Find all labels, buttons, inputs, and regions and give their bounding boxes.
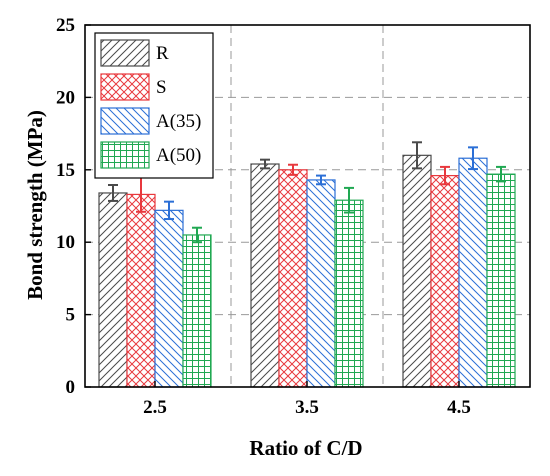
- bar-A(35)-3.5: [306, 179, 336, 388]
- error-bar-A(35)-4.5: [468, 146, 478, 171]
- x-axis-label: Ratio of C/D: [249, 436, 362, 460]
- bar-A(50)-2.5: [182, 234, 212, 388]
- bar-S-2.5: [126, 193, 156, 388]
- axes: 0 5 10 15 20 25 2.5 3.5 4.5: [56, 15, 531, 418]
- bar-R-2.5: [98, 192, 128, 388]
- error-bar-A(50)-3.5: [344, 186, 354, 214]
- error-bar-A(35)-3.5: [316, 174, 326, 186]
- error-bar-S-4.5: [440, 165, 450, 186]
- legend-swatch-S: [100, 73, 150, 101]
- y-tick-label: 20: [56, 87, 75, 108]
- y-tick-label: 25: [56, 15, 75, 36]
- bar-R-3.5: [250, 163, 280, 388]
- error-bar-R-3.5: [260, 158, 270, 170]
- y-tick-label: 0: [66, 377, 76, 398]
- legend-label-S: S: [156, 77, 167, 98]
- error-bar-A(35)-2.5: [164, 200, 174, 221]
- y-tick-label: 10: [56, 232, 75, 253]
- legend-swatch-R: [100, 39, 150, 67]
- legend-label-A(35): A(35): [156, 111, 201, 132]
- error-bar-A(50)-4.5: [496, 165, 506, 183]
- error-bar-R-2.5: [108, 184, 118, 202]
- legend-swatch-A(50): [100, 141, 150, 169]
- error-bar-S-3.5: [288, 163, 298, 176]
- y-tick-label: 15: [56, 160, 75, 181]
- bar-R-4.5: [402, 154, 432, 388]
- error-bar-R-4.5: [412, 141, 422, 170]
- bar-S-4.5: [430, 174, 460, 388]
- legend-label-A(50): A(50): [156, 145, 201, 166]
- bar-A(50)-3.5: [334, 199, 364, 388]
- bar-S-3.5: [278, 169, 308, 388]
- bar-A(35)-2.5: [154, 209, 184, 388]
- x-tick-label: 2.5: [143, 397, 167, 418]
- error-bar-A(50)-2.5: [192, 226, 202, 244]
- legend-label-R: R: [156, 43, 169, 64]
- x-tick-label: 4.5: [447, 397, 471, 418]
- y-axis-label: Bond strength (MPa): [23, 110, 47, 300]
- y-tick-label: 5: [66, 305, 76, 326]
- legend-swatch-A(35): [100, 107, 150, 135]
- bars: [98, 141, 516, 388]
- x-tick-label: 3.5: [295, 397, 319, 418]
- bar-A(50)-4.5: [486, 173, 516, 388]
- bar-A(35)-4.5: [458, 157, 488, 388]
- legend: RS A(35) A(50): [94, 32, 214, 179]
